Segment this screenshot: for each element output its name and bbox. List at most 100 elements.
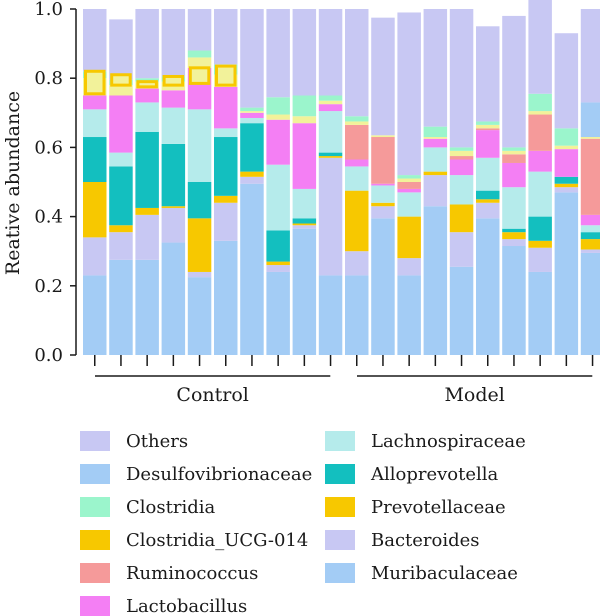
bar-segment-clostridia	[135, 78, 159, 82]
bar-segment-others	[449, 9, 474, 148]
bar-segment-prevotellaceae	[240, 171, 264, 177]
bar-segment-lactobacillus	[371, 183, 395, 186]
bar-segment-others	[83, 9, 107, 72]
bar-segment-clostridia	[345, 116, 369, 122]
bar-segment-alloprevotella	[476, 190, 500, 200]
bar-segment-alloprevotella	[83, 137, 107, 182]
bar-segment-prevotellaceae	[109, 225, 133, 233]
stacked-bar-chart: Reative abundance 0.0 0.2 0.4 0.6 0.8 1.0 Con…	[2, 0, 600, 406]
bar-segment-bacteroides	[423, 175, 448, 207]
legend-label: Desulfovibrionaceae	[126, 463, 313, 485]
legend-item: Clostridia	[80, 494, 215, 520]
bar-segment-muribaculaceae	[161, 242, 186, 355]
bar-segment-others	[240, 9, 264, 108]
bar-segment-bacteroides	[214, 202, 238, 241]
bar-segment-ruminococcus	[371, 137, 395, 184]
legend-label: Bacteroides	[371, 529, 480, 551]
bar-segment-clostridia-ucg-014	[397, 178, 421, 182]
bar-segment-alloprevotella	[318, 152, 343, 157]
bar-segment-lactobacillus	[528, 150, 552, 172]
bar-segment-alloprevotella	[266, 230, 290, 262]
bar-segment-muribaculaceae	[109, 259, 133, 355]
bar-segment-muribaculaceae	[187, 277, 212, 355]
bar-segment-muribaculaceae	[476, 218, 500, 355]
bar-segment-lachnospiraceae	[161, 107, 186, 144]
group-label: Model	[444, 384, 504, 406]
bar-segment-others	[423, 9, 448, 127]
y-tick-label: 0.6	[34, 137, 63, 158]
bar-segment-highlight	[110, 73, 132, 87]
bar-segment-others	[135, 9, 159, 79]
bar-segment-clostridia	[554, 128, 579, 146]
bar-segment-bacteroides	[318, 157, 343, 276]
bar-segment-clostridia	[187, 50, 212, 58]
legend-label: Lactobacillus	[126, 595, 248, 616]
bar-segment-prevotellaceae	[266, 261, 290, 266]
bar-segment-lactobacillus	[109, 95, 133, 153]
group-label: Control	[176, 384, 248, 406]
bar-segment-clostridia-ucg-014	[476, 124, 500, 129]
bar-segment-lachnospiraceae	[423, 147, 448, 172]
bar-segment-lactobacillus	[423, 138, 448, 148]
bar-segment-bacteroides	[240, 176, 264, 184]
bar-segment-lactobacillus	[318, 104, 343, 112]
legend-item: Clostridia_UCG-014	[80, 527, 308, 553]
bar-segment-prevotellaceae	[83, 182, 107, 238]
legend-item: Lactobacillus	[80, 593, 247, 616]
bar-segment-alloprevotella	[135, 131, 159, 208]
bar-segment-clostridia-ucg-014	[554, 145, 579, 150]
bar-segment-bacteroides	[83, 237, 107, 276]
bar-segment-lachnospiraceae	[318, 111, 343, 153]
y-axis-label: Reative abundance	[2, 91, 24, 275]
legend-label: Prevotellaceae	[371, 496, 506, 518]
bar-segment-ruminococcus	[528, 114, 552, 151]
bar-segment-others	[214, 9, 238, 65]
bar-segment-muribaculaceae	[580, 252, 600, 355]
bar-segment-lachnospiraceae	[135, 102, 159, 132]
bar-segment-muribaculaceae	[371, 218, 395, 355]
bar-segment-clostridia	[449, 147, 474, 151]
bar-segment-prevotellaceae	[502, 232, 526, 240]
legend-item: Ruminococcus	[80, 560, 258, 586]
bar-segment-clostridia	[266, 97, 290, 115]
bar-segment-highlight	[215, 64, 237, 87]
bar-segment-others	[266, 9, 290, 98]
bar-segment-ruminococcus	[580, 138, 600, 215]
bar-segment-others	[109, 19, 133, 80]
bar-segment-alloprevotella	[502, 228, 526, 233]
bar-segment-bacteroides	[345, 251, 369, 276]
legend: Others Desulfovibrionaceae Clostridia Clost…	[80, 428, 580, 616]
bar-segment-prevotellaceae	[423, 171, 448, 176]
bar-segment-clostridia	[318, 95, 343, 101]
bar-segment-lachnospiraceae	[292, 188, 317, 219]
bar-segment-desulfovibrionaceae	[580, 102, 600, 138]
bar-segment-lachnospiraceae	[109, 152, 133, 167]
bar-segment-muribaculaceae	[135, 259, 159, 355]
bar-segment-lactobacillus	[83, 95, 107, 110]
legend-swatch	[325, 431, 355, 451]
bar-segment-clostridia	[240, 107, 264, 112]
bar-segment-prevotellaceae	[214, 195, 238, 203]
bar-segment-bacteroides	[580, 249, 600, 253]
bar-segment-others	[187, 9, 212, 51]
bar-segment-lachnospiraceae	[214, 128, 238, 138]
bar-segment-alloprevotella	[214, 137, 238, 196]
bar-segment-others	[345, 9, 369, 117]
bar-segment-muribaculaceae	[528, 271, 552, 355]
legend-label: Clostridia	[126, 496, 216, 518]
bar-segment-alloprevotella	[187, 182, 212, 219]
bar-segment-prevotellaceae	[371, 202, 395, 207]
bar-segment-lactobacillus	[580, 214, 600, 226]
bar-segment-clostridia-ucg-014	[528, 111, 552, 115]
bar-segment-clostridia-ucg-014	[292, 116, 317, 124]
legend-item: Lachnospiraceae	[325, 428, 526, 454]
bar-segment-others	[397, 12, 421, 176]
bar-segment-lactobacillus	[161, 90, 186, 108]
bar-segment-lactobacillus	[397, 188, 421, 193]
bar-segment-lactobacillus	[449, 159, 474, 176]
bar-segment-clostridia	[528, 93, 552, 112]
bar-segment-prevotellaceae	[161, 206, 186, 208]
legend-swatch	[80, 563, 110, 583]
legend-item: Alloprevotella	[325, 461, 498, 487]
legend-label: Ruminococcus	[126, 562, 259, 584]
